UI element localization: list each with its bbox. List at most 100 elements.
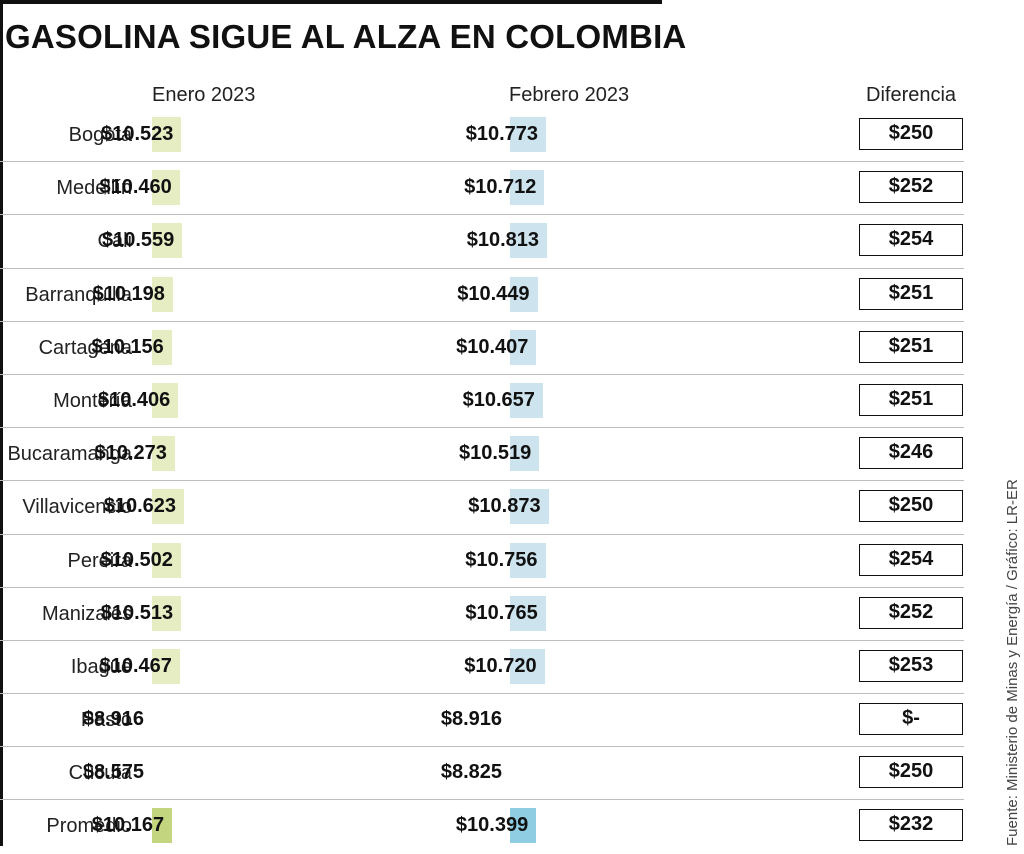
column-header-enero: Enero 2023	[152, 84, 256, 106]
bar-febrero: $10.765	[465, 595, 546, 631]
bar-enero: $10.513	[101, 595, 182, 631]
city-label: Pereira	[67, 549, 132, 572]
value-label-febrero: $10.765	[465, 601, 538, 624]
column-header-febrero: Febrero 2023	[509, 84, 630, 106]
value-label-febrero: $10.519	[459, 442, 532, 465]
bar-febrero: $10.873	[468, 489, 549, 525]
bar-febrero: $10.773	[466, 117, 546, 152]
value-label-enero: $10.467	[99, 654, 172, 677]
difference-box: $-	[859, 703, 963, 736]
table-row: Bucaramanga $10.273 $10.519 $246	[0, 428, 964, 482]
bar-enero: $10.623	[104, 489, 184, 525]
value-label-enero: $10.198	[92, 282, 165, 305]
city-label: Montería	[53, 389, 132, 412]
bar-febrero: $10.712	[464, 170, 545, 206]
difference-box: $250	[859, 490, 963, 523]
value-label-enero: $10.502	[100, 548, 173, 571]
bar-enero: $10.198	[93, 276, 173, 312]
bar-febrero: $10.657	[463, 382, 543, 418]
value-label-enero: $10.623	[103, 495, 176, 518]
average-row: Promedio $10.167 $10.399 $232	[0, 800, 964, 853]
value-label-febrero: $10.720	[464, 654, 537, 677]
bar-enero: $10.273	[95, 436, 175, 472]
difference-box: $254	[859, 543, 963, 576]
value-label-enero: $8.575	[82, 761, 144, 784]
bar-enero: $10.559	[102, 223, 183, 259]
value-label-febrero: $8.825	[440, 761, 502, 784]
city-label: Bucaramanga	[7, 443, 132, 466]
price-table: Bogotá $10.523 $10.773 $250 Medellín $10.460 $…	[0, 109, 964, 854]
value-label-febrero: $10.657	[462, 388, 535, 411]
value-label-enero: $10.460	[99, 176, 172, 199]
difference-box: $253	[859, 649, 963, 682]
value-label-enero: $10.513	[100, 601, 174, 624]
bar-febrero: $10.407	[456, 329, 537, 365]
city-label: Promedio	[46, 815, 132, 838]
difference-box: $254	[859, 224, 963, 257]
value-label-enero: $10.523	[101, 123, 174, 145]
value-label-febrero: $10.399	[455, 814, 529, 837]
difference-box: $251	[859, 330, 963, 363]
bar-febrero: $10.720	[464, 648, 545, 684]
bar-febrero: $10.813	[467, 223, 547, 259]
table-row: Manizales $10.513 $10.765 $252	[0, 588, 964, 641]
difference-box: $251	[859, 383, 963, 416]
difference-box: $252	[859, 596, 963, 629]
city-label: Ibagué	[70, 655, 132, 678]
city-label: Barranquilla	[25, 283, 132, 306]
top-rule	[0, 0, 662, 4]
difference-box: $250	[859, 118, 963, 150]
table-row: Pereira $10.502 $10.756 $254	[0, 535, 964, 588]
table-row: Cali $10.559 $10.813 $254	[0, 215, 964, 269]
difference-box: $250	[859, 756, 963, 789]
bar-enero: $10.502	[101, 542, 181, 578]
left-rule	[0, 0, 3, 846]
table-row: Bogotá $10.523 $10.773 $250	[0, 109, 964, 163]
city-label: Medellín	[56, 177, 132, 200]
table-row: Cúcuta $8.575 $8.825 $250	[0, 747, 964, 801]
value-label-enero: $10.406	[98, 388, 171, 411]
difference-box: $252	[859, 171, 963, 204]
table-row: Pasto $8.916 $8.916 $-	[0, 694, 964, 748]
bar-febrero: $10.519	[459, 436, 540, 472]
difference-box: $246	[859, 437, 963, 470]
value-label-febrero: $10.773	[465, 123, 538, 145]
city-label: Cartagena	[38, 336, 132, 359]
value-label-febrero: $10.873	[468, 495, 541, 518]
city-label: Manizales	[41, 602, 132, 625]
city-label: Bogotá	[68, 124, 132, 146]
bar-enero: $10.467	[100, 648, 180, 684]
column-header-diferencia: Diferencia	[866, 84, 957, 106]
table-row: Ibagué $10.467 $10.720 $253	[0, 641, 964, 695]
city-label: Cúcuta	[68, 762, 132, 785]
bar-febrero: $10.399	[456, 808, 537, 844]
table-row: Villavicencio $10.623 $10.873 $250	[0, 481, 964, 535]
value-label-febrero: $10.813	[466, 229, 539, 252]
city-label: Cali	[97, 230, 132, 253]
value-label-enero: $10.167	[91, 814, 165, 837]
city-label: Pasto	[80, 709, 132, 732]
bar-enero: $10.523	[101, 117, 182, 152]
bar-enero: $10.156	[92, 329, 172, 365]
value-label-enero: $10.273	[94, 442, 167, 465]
bar-enero: $10.167	[92, 808, 173, 844]
city-label: Villavicencio	[22, 496, 132, 519]
value-label-febrero: $10.756	[465, 548, 538, 571]
bar-enero: $10.460	[100, 170, 180, 206]
difference-box: $251	[859, 277, 963, 310]
difference-box: $232	[859, 809, 963, 842]
table-row: Cartagena $10.156 $10.407 $251	[0, 322, 964, 375]
value-label-enero: $10.559	[102, 229, 175, 252]
value-label-enero: $8.916	[82, 708, 144, 731]
table-row: Montería $10.406 $10.657 $251	[0, 375, 964, 429]
table-row: Medellín $10.460 $10.712 $252	[0, 162, 964, 216]
value-label-febrero: $8.916	[440, 708, 502, 731]
bar-febrero: $10.449	[457, 276, 538, 312]
bar-febrero: $10.756	[465, 542, 546, 578]
value-label-enero: $10.156	[91, 335, 164, 358]
bar-enero: $10.406	[98, 382, 179, 418]
source-note: Fuente: Ministerio de Minas y Energía / …	[1004, 479, 1021, 846]
table-row: Barranquilla $10.198 $10.449 $251	[0, 269, 964, 322]
value-label-febrero: $10.449	[457, 282, 530, 305]
chart-title: GASOLINA SIGUE AL ALZA EN COLOMBIA	[5, 18, 687, 55]
